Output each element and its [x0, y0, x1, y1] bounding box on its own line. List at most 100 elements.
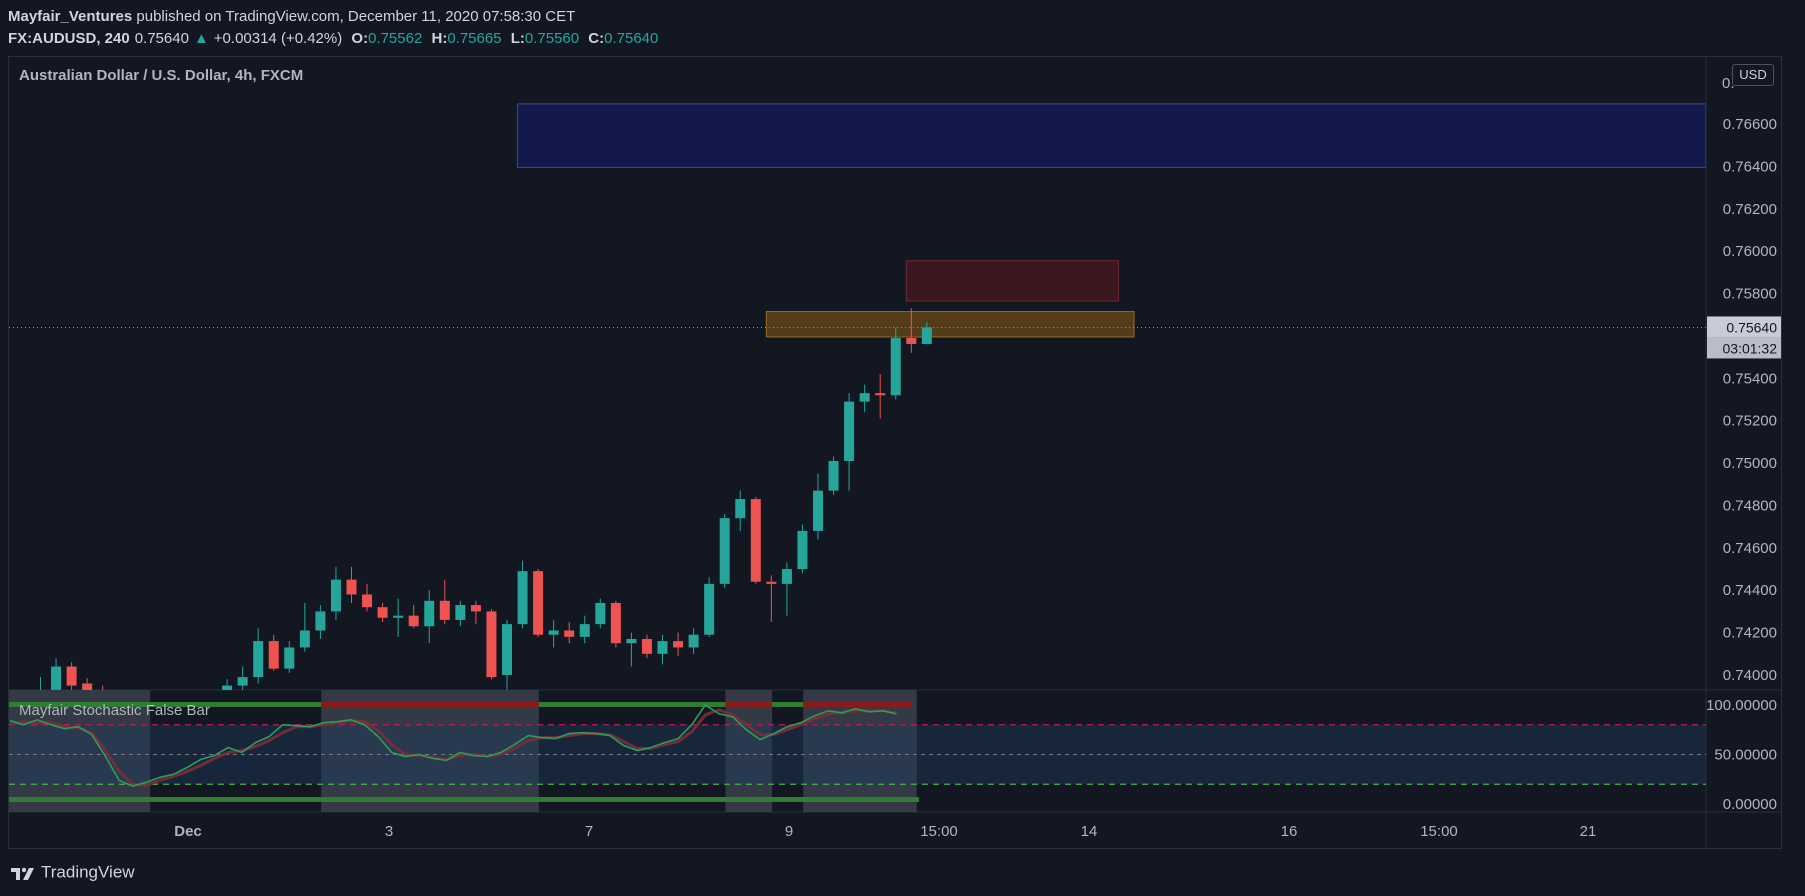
candle [626, 632, 637, 667]
candle-body [268, 641, 279, 669]
signal-bar-top [725, 702, 773, 707]
price-tick-label: 0.74400 [1723, 582, 1777, 599]
price-tick-label: 0.76600 [1723, 116, 1777, 133]
candle [362, 583, 373, 612]
candle-body [393, 615, 404, 618]
candle [533, 569, 544, 637]
time-tick-label: Dec [174, 823, 202, 840]
candle [330, 566, 341, 620]
open-value: 0.75562 [368, 30, 423, 47]
candle-body [828, 460, 839, 491]
candle [470, 600, 481, 625]
signal-bar-top [772, 702, 804, 707]
signal-bar-bottom [9, 797, 920, 802]
time-tick-label: 21 [1580, 823, 1597, 840]
signal-bar-top [803, 702, 913, 707]
candle-body [408, 615, 419, 627]
currency-button[interactable]: USD [1732, 64, 1774, 86]
candle-body [284, 647, 295, 669]
candle-body [486, 611, 497, 678]
tradingview-footer[interactable]: TradingView [10, 862, 135, 883]
candle [40, 677, 41, 690]
publish-header: Mayfair_Ventures published on TradingVie… [0, 0, 1805, 52]
candle-body [719, 518, 730, 584]
candle [66, 662, 77, 690]
price-tick-label: 0.74000 [1723, 667, 1777, 684]
up-arrow-icon: ▲ [193, 30, 209, 47]
candle [268, 634, 279, 671]
candle-body [595, 602, 606, 625]
candle [51, 658, 62, 690]
price-tick-label: 0.74800 [1723, 497, 1777, 514]
candle-body [330, 579, 341, 612]
publish-info: Mayfair_Ventures published on TradingVie… [8, 8, 575, 25]
countdown-tag [1707, 337, 1781, 359]
time-tick-label: 15:00 [1420, 823, 1458, 840]
candle [859, 384, 870, 413]
close-label: C: [588, 30, 605, 47]
current-price-tag [1707, 316, 1781, 338]
candle-body [859, 393, 870, 402]
signal-bar-top [321, 702, 539, 707]
candle-body [735, 499, 746, 519]
stoch-k-line [9, 703, 897, 788]
candle [673, 632, 684, 656]
candle [719, 513, 730, 589]
candle [424, 590, 435, 644]
countdown-label: 03:01:32 [1723, 340, 1778, 356]
candle-body [299, 630, 310, 648]
indicator-pane [9, 690, 1706, 812]
indicator-title[interactable]: Mayfair Stochastic False Bar [19, 702, 210, 719]
candle-body [455, 605, 466, 620]
candle [346, 566, 357, 603]
candle [253, 628, 264, 684]
price-tick-label: 0.75200 [1723, 413, 1777, 430]
publisher-name[interactable]: Mayfair_Ventures [8, 8, 133, 25]
candle-body [750, 499, 761, 582]
price-tick-label: 0.75800 [1723, 286, 1777, 303]
pane-title: Australian Dollar / U.S. Dollar, 4h, FXC… [19, 67, 304, 84]
time-tick-label: 3 [385, 823, 393, 840]
candle [284, 641, 295, 673]
candle [82, 678, 93, 690]
candle-body [579, 624, 590, 637]
candle-body [564, 630, 575, 637]
footer-brand: TradingView [41, 862, 135, 882]
high-value: 0.75665 [447, 30, 502, 47]
candle [408, 605, 419, 629]
candle [704, 577, 715, 637]
candle-body [66, 666, 77, 686]
candle-body [253, 641, 264, 678]
time-tick-label: 16 [1281, 823, 1298, 840]
candle [906, 308, 917, 353]
candle-body [673, 641, 684, 648]
candle [455, 600, 466, 627]
candle-body [906, 338, 917, 344]
candle [222, 679, 233, 690]
candle [781, 562, 792, 616]
open-label: O: [351, 30, 369, 47]
candle [502, 619, 512, 690]
candle [844, 393, 855, 491]
indicator-tick-label: 0.00000 [1723, 796, 1777, 813]
candle-body [657, 641, 668, 654]
candle [377, 602, 388, 623]
candle-body [377, 607, 388, 618]
candle-body [82, 683, 93, 690]
red-zone [905, 260, 1119, 302]
current-price-label: 0.75640 [1726, 319, 1777, 335]
price-tick-label: 0.76400 [1723, 158, 1777, 175]
candle [299, 602, 310, 652]
close-value: 0.75640 [604, 30, 659, 47]
candle-body [766, 581, 777, 584]
time-tick-label: 7 [585, 823, 593, 840]
tradingview-logo-icon [11, 867, 34, 880]
candle-body [502, 624, 512, 675]
stoch-d-line [9, 708, 897, 787]
last-price: 0.75640 [134, 30, 189, 47]
time-tick-label: 14 [1081, 823, 1098, 840]
candle [813, 473, 823, 540]
signal-bar-top [9, 702, 322, 707]
candle [688, 628, 699, 654]
